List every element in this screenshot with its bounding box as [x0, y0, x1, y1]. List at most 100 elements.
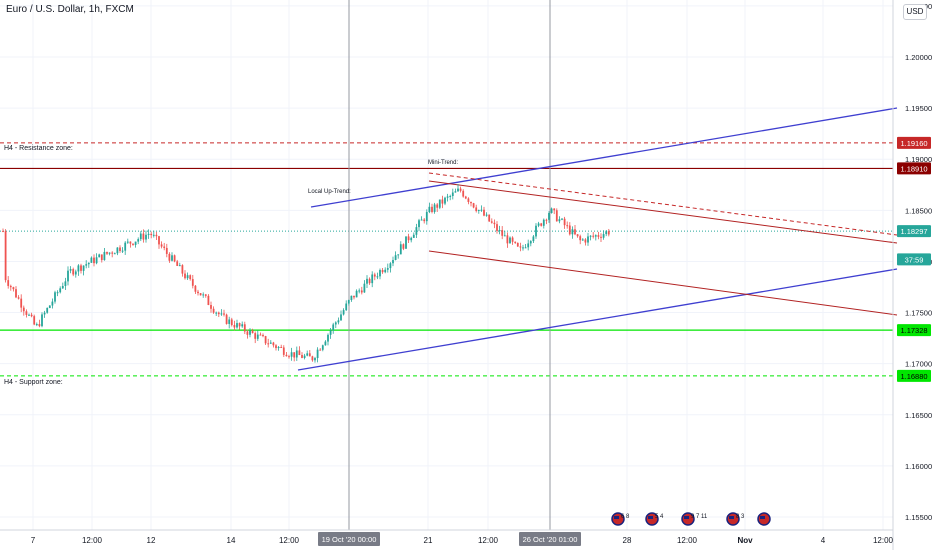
candle	[584, 238, 587, 246]
candle-body	[376, 276, 379, 278]
candle-body	[428, 206, 431, 213]
candle-body	[67, 270, 69, 282]
candle-body	[334, 322, 337, 325]
candle-body	[529, 241, 532, 244]
flag-canton	[684, 516, 689, 519]
candle	[490, 218, 493, 224]
crosshair-time-bg	[519, 532, 581, 546]
candle-body	[217, 312, 220, 315]
candle-body	[423, 219, 426, 222]
candle-body	[470, 201, 472, 204]
candle	[275, 344, 277, 351]
price-tag[interactable]: 1.17328	[897, 324, 931, 337]
crosshair-time-label[interactable]: 19 Oct '20 00:00	[318, 532, 380, 546]
candle	[319, 348, 322, 351]
candle-body	[28, 314, 30, 316]
price-tag-label: 1.18297	[900, 227, 927, 236]
candle	[425, 209, 428, 225]
candle	[501, 226, 504, 240]
candle	[282, 345, 285, 357]
event-count: 6	[621, 514, 625, 520]
local-uptrend-upper-line[interactable]	[310, 107, 898, 208]
currency-badge[interactable]: USD	[903, 4, 927, 20]
local-uptrend-lower-line[interactable]	[297, 268, 898, 371]
price-tag[interactable]: 1.18910	[897, 162, 931, 175]
candle-body	[207, 295, 210, 306]
candle	[451, 188, 454, 200]
candle	[290, 347, 293, 361]
time-tick-label: 14	[227, 536, 236, 545]
candle-body	[321, 345, 324, 350]
candle	[306, 350, 309, 357]
event-flag-icon[interactable]	[757, 512, 771, 526]
time-tick-label: 12:00	[279, 536, 300, 545]
candle-body	[477, 209, 480, 212]
mini-trend-lower-line[interactable]	[428, 250, 898, 316]
candle	[532, 235, 535, 244]
candle	[80, 263, 82, 274]
economic-events[interactable]: 6 8 5 4 9 7 11 8 3	[611, 512, 771, 526]
price-tag[interactable]: 1.16880	[897, 369, 931, 382]
candle-body	[46, 307, 49, 313]
candle-body	[272, 342, 275, 346]
price-axis[interactable]: 1.155001.160001.165001.170001.175001.180…	[892, 0, 932, 550]
price-tag-bg	[897, 225, 931, 238]
price-tag-bg	[897, 324, 931, 337]
mini-trend-upper-line[interactable]	[428, 180, 898, 244]
candle	[366, 275, 368, 288]
price-tag[interactable]: 1.19160	[897, 136, 931, 149]
candle	[262, 333, 264, 338]
candle	[446, 193, 449, 202]
candle-body	[113, 253, 116, 255]
candle	[454, 188, 457, 193]
candle-body	[48, 305, 51, 308]
candle-body	[4, 231, 7, 281]
candle-body	[540, 223, 543, 226]
candle-body	[69, 269, 72, 271]
crosshair-time-label[interactable]: 26 Oct '20 01:00	[519, 532, 581, 546]
candle	[160, 241, 163, 249]
candle-body	[506, 235, 509, 244]
crosshair-time-bg	[318, 532, 380, 546]
candle	[267, 338, 270, 348]
flag-canton	[760, 516, 765, 519]
candle	[288, 354, 290, 359]
mini-trend-dashed-line[interactable]	[428, 172, 898, 236]
candle	[67, 266, 69, 286]
event-flag-icon[interactable]: 9 7 11	[681, 512, 708, 526]
candle-body	[90, 257, 93, 263]
candle	[410, 236, 413, 243]
candle-body	[20, 298, 23, 308]
candle-body	[119, 247, 121, 251]
candle	[480, 205, 483, 212]
candle	[147, 229, 150, 239]
candle-body	[480, 209, 483, 211]
candle-body	[191, 279, 194, 286]
candle-body	[25, 311, 28, 315]
candle-body	[64, 281, 67, 286]
candle	[186, 272, 189, 281]
time-axis[interactable]: 7 12:00 12 14 12:00 21 12:00 28 12:00 Nov 4 12:00 19…	[0, 529, 894, 546]
candle	[121, 247, 124, 254]
candle-body	[589, 235, 592, 237]
candle	[394, 251, 397, 261]
time-tick-label: Nov	[737, 536, 753, 545]
candle-body	[457, 188, 459, 192]
crosshair-lines	[348, 0, 551, 530]
price-tag[interactable]: 37:59	[897, 253, 931, 266]
candle	[173, 254, 176, 263]
candle-body	[347, 300, 350, 304]
candle	[243, 321, 246, 335]
candle	[202, 292, 205, 298]
candle-body	[225, 314, 228, 324]
candle	[358, 288, 361, 294]
candle-body	[303, 355, 306, 358]
trend-lines[interactable]	[297, 107, 898, 371]
candle-body	[519, 246, 522, 248]
price-tag[interactable]: 1.18297	[897, 225, 931, 238]
